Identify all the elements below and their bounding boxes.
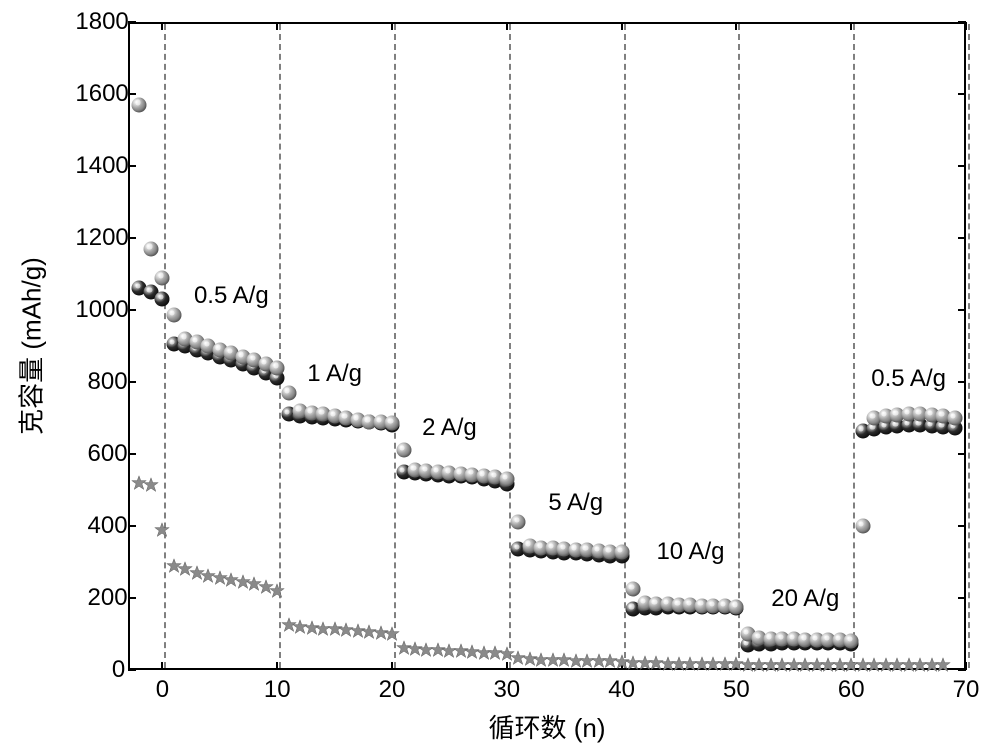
y-tick	[128, 453, 136, 455]
rate-capability-chart: 克容量 (mAh/g) 循环数 (n) 0 10 20 30 40 50 60 70 0 200 4…	[0, 0, 1000, 750]
data-point-sphere-gray	[614, 545, 629, 560]
data-point-star-gray	[154, 522, 170, 538]
data-point-sphere-gray	[155, 270, 170, 285]
data-point-sphere-gray	[729, 599, 744, 614]
rate-annotation: 20 A/g	[771, 585, 839, 613]
x-tick-top	[161, 22, 163, 30]
y-tick-label: 600	[76, 440, 127, 468]
plot-area	[128, 22, 966, 670]
data-point-sphere-gray	[511, 515, 526, 530]
data-point-sphere-gray	[499, 472, 514, 487]
y-tick	[128, 525, 136, 527]
data-point-sphere-gray	[281, 385, 296, 400]
x-tick-label: 40	[608, 676, 635, 704]
x-tick-top	[735, 22, 737, 30]
rate-annotation: 0.5 A/g	[194, 282, 269, 310]
y-tick	[128, 597, 136, 599]
gridline-vertical	[394, 24, 396, 668]
rate-annotation: 10 A/g	[656, 538, 724, 566]
gridline-vertical	[853, 24, 855, 668]
y-tick-right	[958, 21, 966, 23]
y-tick-label: 1800	[63, 8, 129, 36]
x-tick-label: 60	[838, 676, 865, 704]
y-tick	[128, 669, 136, 671]
x-axis-label: 循环数 (n)	[488, 708, 605, 745]
gridline-vertical	[968, 24, 970, 668]
y-tick-label: 1000	[63, 296, 129, 324]
x-tick-label: 70	[953, 676, 980, 704]
x-tick	[506, 662, 508, 670]
data-point-sphere-gray	[143, 241, 158, 256]
y-tick	[128, 165, 136, 167]
x-tick-label: 50	[723, 676, 750, 704]
x-tick-top	[391, 22, 393, 30]
data-point-sphere-gray	[844, 633, 859, 648]
y-tick	[128, 21, 136, 23]
data-point-sphere-gray	[626, 582, 641, 597]
gridline-vertical	[279, 24, 281, 668]
data-point-sphere-gray	[855, 519, 870, 534]
y-tick-right	[958, 597, 966, 599]
y-tick-right	[958, 525, 966, 527]
x-tick	[276, 662, 278, 670]
data-point-sphere-gray	[132, 97, 147, 112]
gridline-vertical	[624, 24, 626, 668]
y-tick-label: 1200	[63, 224, 129, 252]
y-tick	[128, 237, 136, 239]
x-tick-label: 0	[156, 676, 169, 704]
y-tick-right	[958, 237, 966, 239]
data-point-sphere-gray	[385, 416, 400, 431]
y-tick-right	[958, 381, 966, 383]
y-tick	[128, 93, 136, 95]
data-point-sphere-gray	[270, 360, 285, 375]
gridline-vertical	[738, 24, 740, 668]
x-tick-top	[276, 22, 278, 30]
rate-annotation: 0.5 A/g	[871, 365, 946, 393]
rate-annotation: 2 A/g	[422, 414, 477, 442]
x-tick-top	[506, 22, 508, 30]
y-tick-label: 200	[76, 584, 127, 612]
data-point-star-gray	[935, 657, 951, 673]
x-tick-label: 20	[379, 676, 406, 704]
y-tick	[128, 381, 136, 383]
data-point-sphere-gray	[166, 308, 181, 323]
x-tick-top	[621, 22, 623, 30]
y-tick-label: 0	[103, 656, 125, 684]
y-tick-right	[958, 93, 966, 95]
gridline-vertical	[509, 24, 511, 668]
x-tick	[161, 662, 163, 670]
y-tick-label: 1600	[63, 80, 129, 108]
y-tick-right	[958, 165, 966, 167]
x-tick-top	[965, 22, 967, 30]
x-tick-label: 10	[264, 676, 291, 704]
data-point-sphere-black	[155, 292, 170, 307]
x-tick-top	[850, 22, 852, 30]
x-tick-label: 30	[493, 676, 520, 704]
data-point-sphere-gray	[396, 443, 411, 458]
y-tick-label: 1400	[63, 152, 129, 180]
data-point-sphere-gray	[947, 411, 962, 426]
y-tick	[128, 309, 136, 311]
x-tick	[391, 662, 393, 670]
data-point-star-gray	[143, 477, 159, 493]
y-tick-right	[958, 669, 966, 671]
y-tick-label: 800	[76, 368, 127, 396]
rate-annotation: 5 A/g	[548, 489, 603, 517]
y-axis-label: 克容量 (mAh/g)	[12, 257, 49, 435]
data-point-star-gray	[269, 583, 285, 599]
y-tick-right	[958, 309, 966, 311]
y-tick-label: 400	[76, 512, 127, 540]
y-tick-right	[958, 453, 966, 455]
rate-annotation: 1 A/g	[307, 360, 362, 388]
